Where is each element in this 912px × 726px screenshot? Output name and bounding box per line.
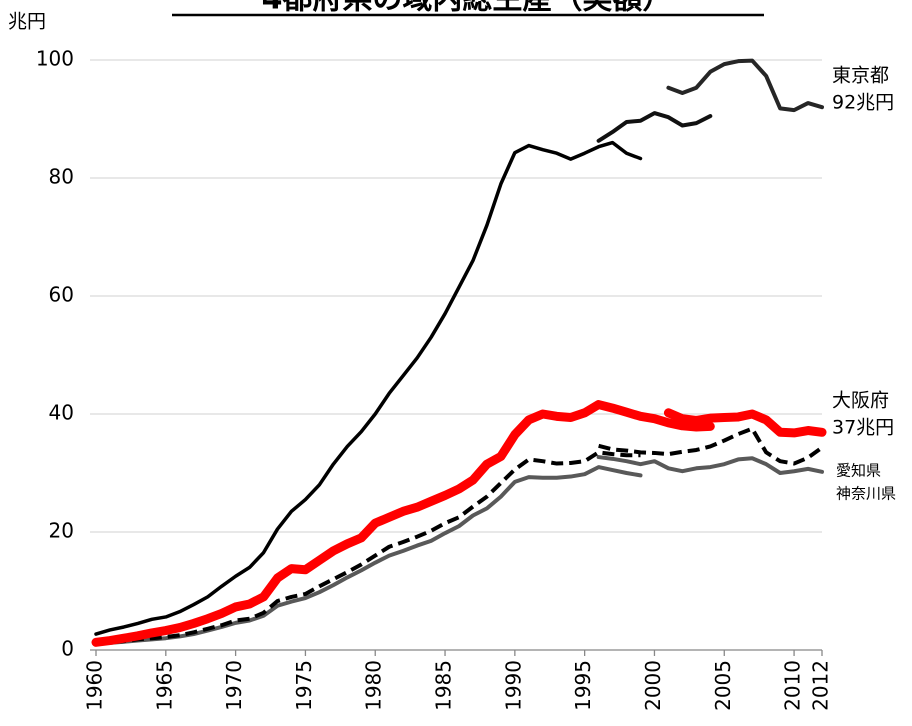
- x-tick-label: 1965: [152, 660, 176, 711]
- x-tick-label: 1995: [571, 660, 595, 711]
- annotation: 大阪府: [832, 390, 889, 412]
- y-unit: 兆円: [8, 11, 46, 33]
- series-line: [596, 455, 824, 475]
- x-tick-label: 1970: [222, 660, 246, 711]
- y-tick-label: 20: [49, 519, 74, 543]
- annotation: 92兆円: [832, 92, 894, 114]
- x-tick-label: 2000: [641, 660, 665, 711]
- annotation: 愛知県: [836, 462, 881, 480]
- y-tick-label: 100: [36, 47, 74, 71]
- series-line: [91, 400, 715, 647]
- series-line: [95, 450, 641, 645]
- chart-title: 4都府県の域内総生産（実額）: [262, 0, 673, 17]
- y-tick-label: 40: [49, 401, 74, 425]
- annotation: 37兆円: [832, 417, 894, 439]
- series-line: [598, 426, 824, 466]
- series-line: [94, 465, 643, 646]
- series-line: [596, 111, 713, 143]
- x-tick-label: 1985: [432, 660, 456, 711]
- x-tick-label: 1990: [501, 660, 525, 711]
- x-tick-label: 2010: [781, 660, 805, 711]
- x-tick-label: 1975: [292, 660, 316, 711]
- x-tick-label: 1980: [362, 660, 386, 711]
- series-line: [94, 140, 643, 636]
- annotation: 神奈川県: [836, 485, 896, 503]
- series-line: [663, 408, 827, 438]
- series-line: [666, 58, 824, 113]
- annotation: 東京都: [832, 65, 889, 87]
- x-tick-label: 2012: [809, 660, 833, 711]
- y-tick-label: 0: [61, 637, 74, 661]
- y-tick-label: 60: [49, 283, 74, 307]
- x-tick-label: 2005: [711, 660, 735, 711]
- x-tick-label: 1960: [83, 660, 107, 711]
- y-tick-label: 80: [49, 165, 74, 189]
